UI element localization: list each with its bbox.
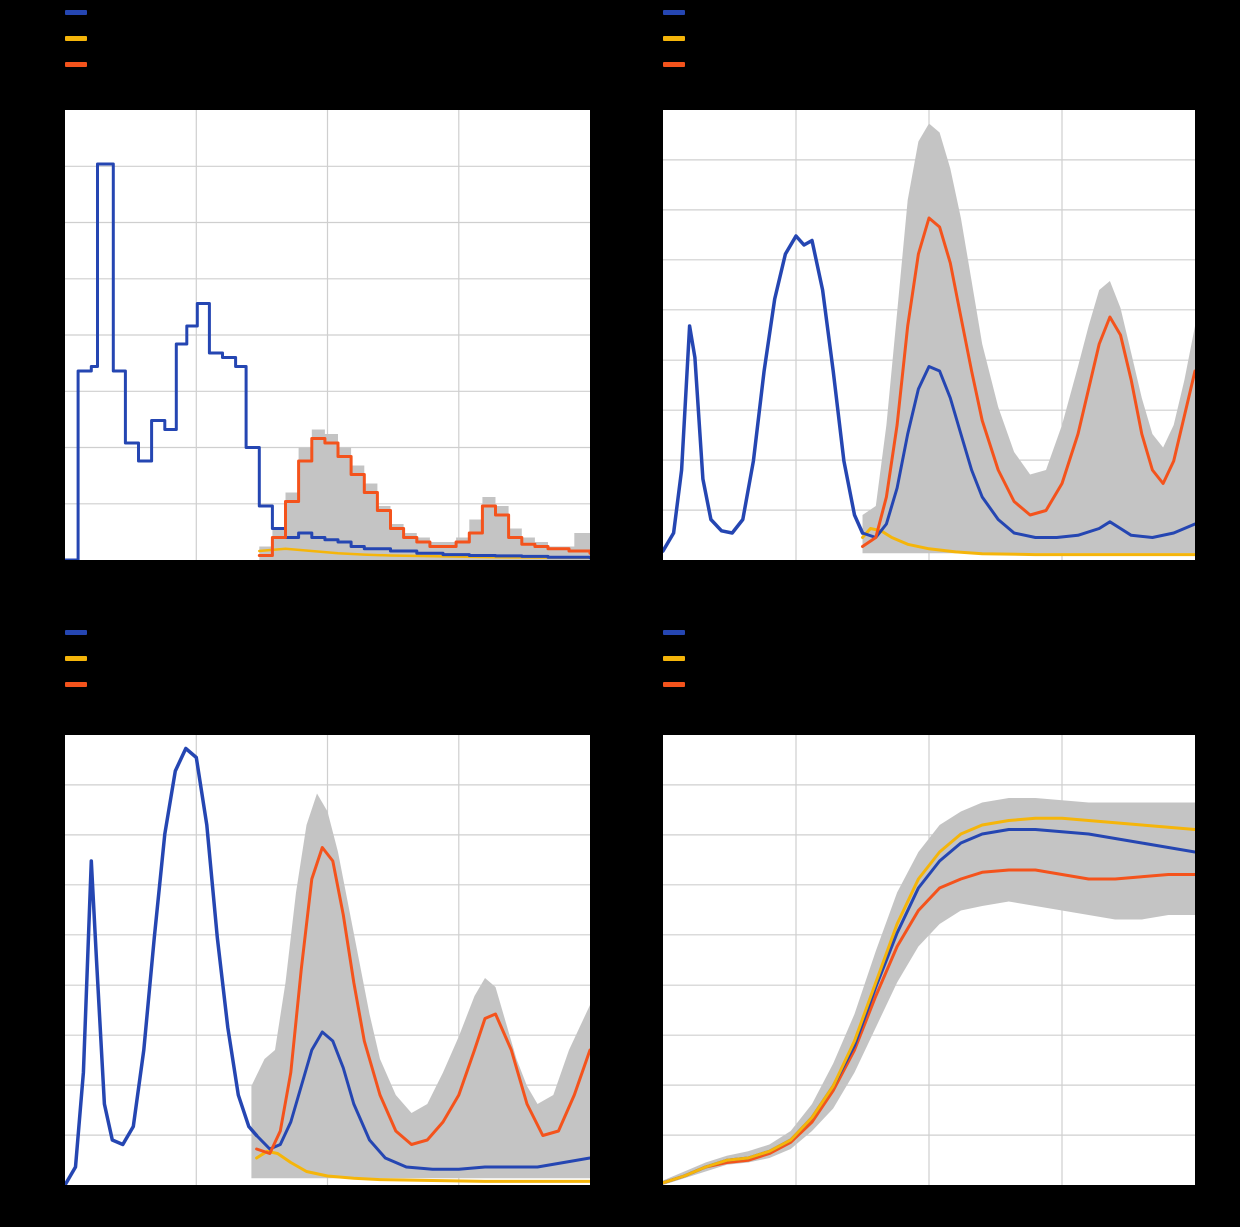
chart-top-left: [65, 110, 590, 560]
legend-swatch-gold-icon: [663, 655, 685, 661]
chart-top-right: [663, 110, 1195, 560]
legend-swatch-orange-icon: [65, 681, 87, 687]
legend-swatch-blue-icon: [65, 9, 87, 15]
legend-swatch-orange-icon: [65, 61, 87, 67]
legend-item: [663, 653, 685, 663]
legend-swatch-blue-icon: [65, 629, 87, 635]
legend-item: [65, 627, 87, 637]
legend-swatch-blue-icon: [663, 629, 685, 635]
legend-swatch-orange-icon: [663, 681, 685, 687]
chart-bottom-right: [663, 735, 1195, 1185]
legend-swatch-gold-icon: [65, 655, 87, 661]
legend-item: [65, 679, 87, 689]
legend-bottom-left: [65, 627, 87, 689]
legend-item: [663, 59, 685, 69]
legend-swatch-gold-icon: [663, 35, 685, 41]
chart-bottom-left: [65, 735, 590, 1185]
legend-swatch-gold-icon: [65, 35, 87, 41]
legend-item: [663, 679, 685, 689]
legend-swatch-blue-icon: [663, 9, 685, 15]
legend-item: [65, 33, 87, 43]
legend-top-right: [663, 7, 685, 69]
legend-item: [65, 653, 87, 663]
legend-item: [663, 627, 685, 637]
legend-item: [663, 7, 685, 17]
legend-top-left: [65, 7, 87, 69]
legend-bottom-right: [663, 627, 685, 689]
legend-item: [65, 59, 87, 69]
legend-item: [65, 7, 87, 17]
legend-swatch-orange-icon: [663, 61, 685, 67]
legend-item: [663, 33, 685, 43]
